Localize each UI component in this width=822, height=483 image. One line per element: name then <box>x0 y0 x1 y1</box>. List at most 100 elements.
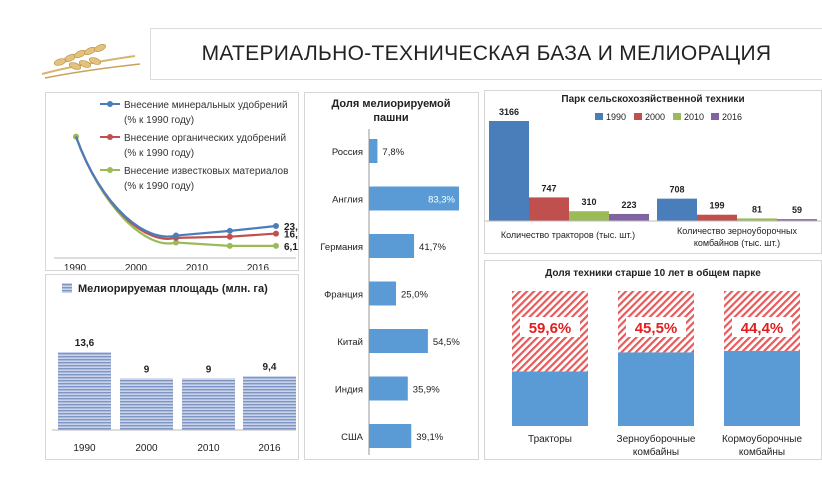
x-tick-label: 2010 <box>186 263 209 270</box>
legend-label-2000: 2000 <box>645 112 665 122</box>
legend-label-1: Внесение минеральных удобрений <box>124 99 288 111</box>
bar-value-label: 54,5% <box>433 337 460 348</box>
bar-2010 <box>737 218 777 221</box>
legend-sublabel-2: (% к 1990 году) <box>124 148 194 159</box>
bar-value-label: 3166 <box>499 107 519 117</box>
x-tick-label: Тракторы <box>528 434 572 445</box>
bar <box>120 378 173 430</box>
x-tick-label: 2010 <box>197 443 220 454</box>
chart-title-line-1: Доля мелиорируемой <box>331 98 450 110</box>
legend-marker-3 <box>107 167 113 173</box>
series-1-point-3 <box>226 227 233 234</box>
y-tick-label: Франция <box>324 290 363 301</box>
melioration-area-chart: Мелиорируемая площадь (млн. га) 13,6 1990 9… <box>52 283 296 454</box>
chart-title-line-2: пашни <box>373 112 408 124</box>
bar <box>369 281 397 306</box>
bar-value-label: 59,6% <box>529 320 572 337</box>
legend-swatch-1990 <box>595 113 603 120</box>
x-tick-label: 2000 <box>125 263 148 270</box>
bar <box>182 378 235 430</box>
x-tick-label: комбайны <box>739 446 785 458</box>
legend-swatch-2016 <box>711 113 719 120</box>
bar-value-label: 9 <box>206 364 212 375</box>
x-tick-label: 2016 <box>258 443 281 454</box>
bar-remainder <box>512 371 588 426</box>
series-2-point-4 <box>273 230 279 237</box>
legend-marker-2 <box>107 134 113 140</box>
legend-swatch <box>62 283 72 293</box>
bar-2000 <box>697 214 737 221</box>
bar-value-label: 223 <box>621 200 636 210</box>
chart-title: Парк сельскохозяйственной техники <box>561 94 744 105</box>
page-title-box: МАТЕРИАЛЬНО-ТЕХНИЧЕСКАЯ БАЗА И МЕЛИОРАЦИ… <box>150 28 822 80</box>
bar <box>369 186 459 211</box>
x-tick-label-line-1: Количество зерноуборочных <box>677 226 797 236</box>
bar-value-label: 83,3% <box>428 195 455 206</box>
bar-value-label: 310 <box>581 197 596 207</box>
x-tick-label: комбайны <box>633 446 679 458</box>
bar-value-label: 59 <box>792 205 802 215</box>
value-label-box <box>732 317 792 337</box>
legend-sublabel-1: (% к 1990 году) <box>124 115 194 126</box>
bar <box>369 424 412 448</box>
bar-value-label: 39,1% <box>416 432 443 443</box>
series-3-point-2 <box>173 239 179 246</box>
old-machinery-chart: Доля техники старше 10 лет в общем парке… <box>512 267 802 458</box>
bar-1990 <box>489 121 529 221</box>
bar-2016 <box>777 219 817 221</box>
bar-2016 <box>609 213 649 221</box>
irrigated-share-panel: Доля мелиорируемой пашни Россия 7,8% Англия 8… <box>304 92 479 460</box>
legend-swatch-2000 <box>634 113 642 120</box>
machinery-fleet-panel: Парк сельскохозяйственной техники 1990 200… <box>484 90 822 254</box>
bar-value-label: 25,0% <box>401 290 428 301</box>
x-tick-label: 1990 <box>64 263 87 270</box>
x-tick-label: 1990 <box>73 443 96 454</box>
series-3-point-3 <box>226 242 233 249</box>
legend-label-2010: 2010 <box>684 112 704 122</box>
bar-value-label: 81 <box>752 204 762 214</box>
bar-value-label: 13,6 <box>75 338 95 349</box>
bar-value-label: 45,5% <box>635 320 678 337</box>
irrigated-share-chart: Доля мелиорируемой пашни Россия 7,8% Англия 8… <box>320 98 460 455</box>
y-tick-label: Россия <box>332 147 363 158</box>
series-1-end-label: 23,2% <box>284 222 298 233</box>
bar-value-label: 44,4% <box>741 320 784 337</box>
bar-1990 <box>657 198 697 221</box>
legend-label-3: Внесение известковых материалов <box>124 166 288 177</box>
legend-swatch-2010 <box>673 113 681 120</box>
x-tick-label: Кормоуборочные <box>722 433 802 445</box>
series-2-end-label: 16,7% <box>284 230 298 241</box>
bar-value-label: 7,8% <box>382 147 404 158</box>
value-label-box <box>626 317 686 337</box>
machinery-fleet-chart: Парк сельскохозяйственной техники 1990 200… <box>485 94 821 248</box>
y-tick-label: США <box>341 432 364 443</box>
bar-value-label: 41,7% <box>419 242 446 253</box>
legend-label-2016: 2016 <box>722 112 742 122</box>
page-title: МАТЕРИАЛЬНО-ТЕХНИЧЕСКАЯ БАЗА И МЕЛИОРАЦИ… <box>201 42 772 65</box>
series-3-end-label: 6,1% <box>284 242 298 253</box>
y-tick-label: Индия <box>335 385 363 396</box>
bar-value-label: 708 <box>669 185 684 195</box>
old-machinery-panel: Доля техники старше 10 лет в общем парке… <box>484 260 822 460</box>
legend-marker-1 <box>107 101 113 107</box>
bar-value-label: 747 <box>541 183 556 193</box>
x-tick-label: Количество тракторов (тыс. шт.) <box>501 230 635 240</box>
bar-value-label: 9 <box>144 364 150 375</box>
fertilizer-line-chart: Внесение минеральных удобрений (% к 1990 … <box>54 99 298 270</box>
bar-2000 <box>529 197 569 221</box>
bar-remainder <box>724 350 800 426</box>
y-tick-label: Германия <box>320 242 363 253</box>
bar-value-label: 199 <box>709 201 724 211</box>
x-tick-label-line-2: комбайнов (тыс. шт.) <box>694 238 780 248</box>
bar-remainder <box>618 352 694 426</box>
fertilizer-line-chart-panel: Внесение минеральных удобрений (% к 1990 … <box>45 92 299 271</box>
bar <box>369 139 378 163</box>
chart-title: Доля техники старше 10 лет в общем парке <box>545 267 761 279</box>
series-2-point-3 <box>226 233 233 240</box>
wheat-logo <box>40 34 150 84</box>
legend-label-1990: 1990 <box>606 112 626 122</box>
x-tick-label: Зерноуборочные <box>617 433 696 445</box>
series-1-point-2 <box>173 232 179 239</box>
bar-value-label: 35,9% <box>413 385 440 396</box>
series-1-point-4 <box>273 223 279 230</box>
